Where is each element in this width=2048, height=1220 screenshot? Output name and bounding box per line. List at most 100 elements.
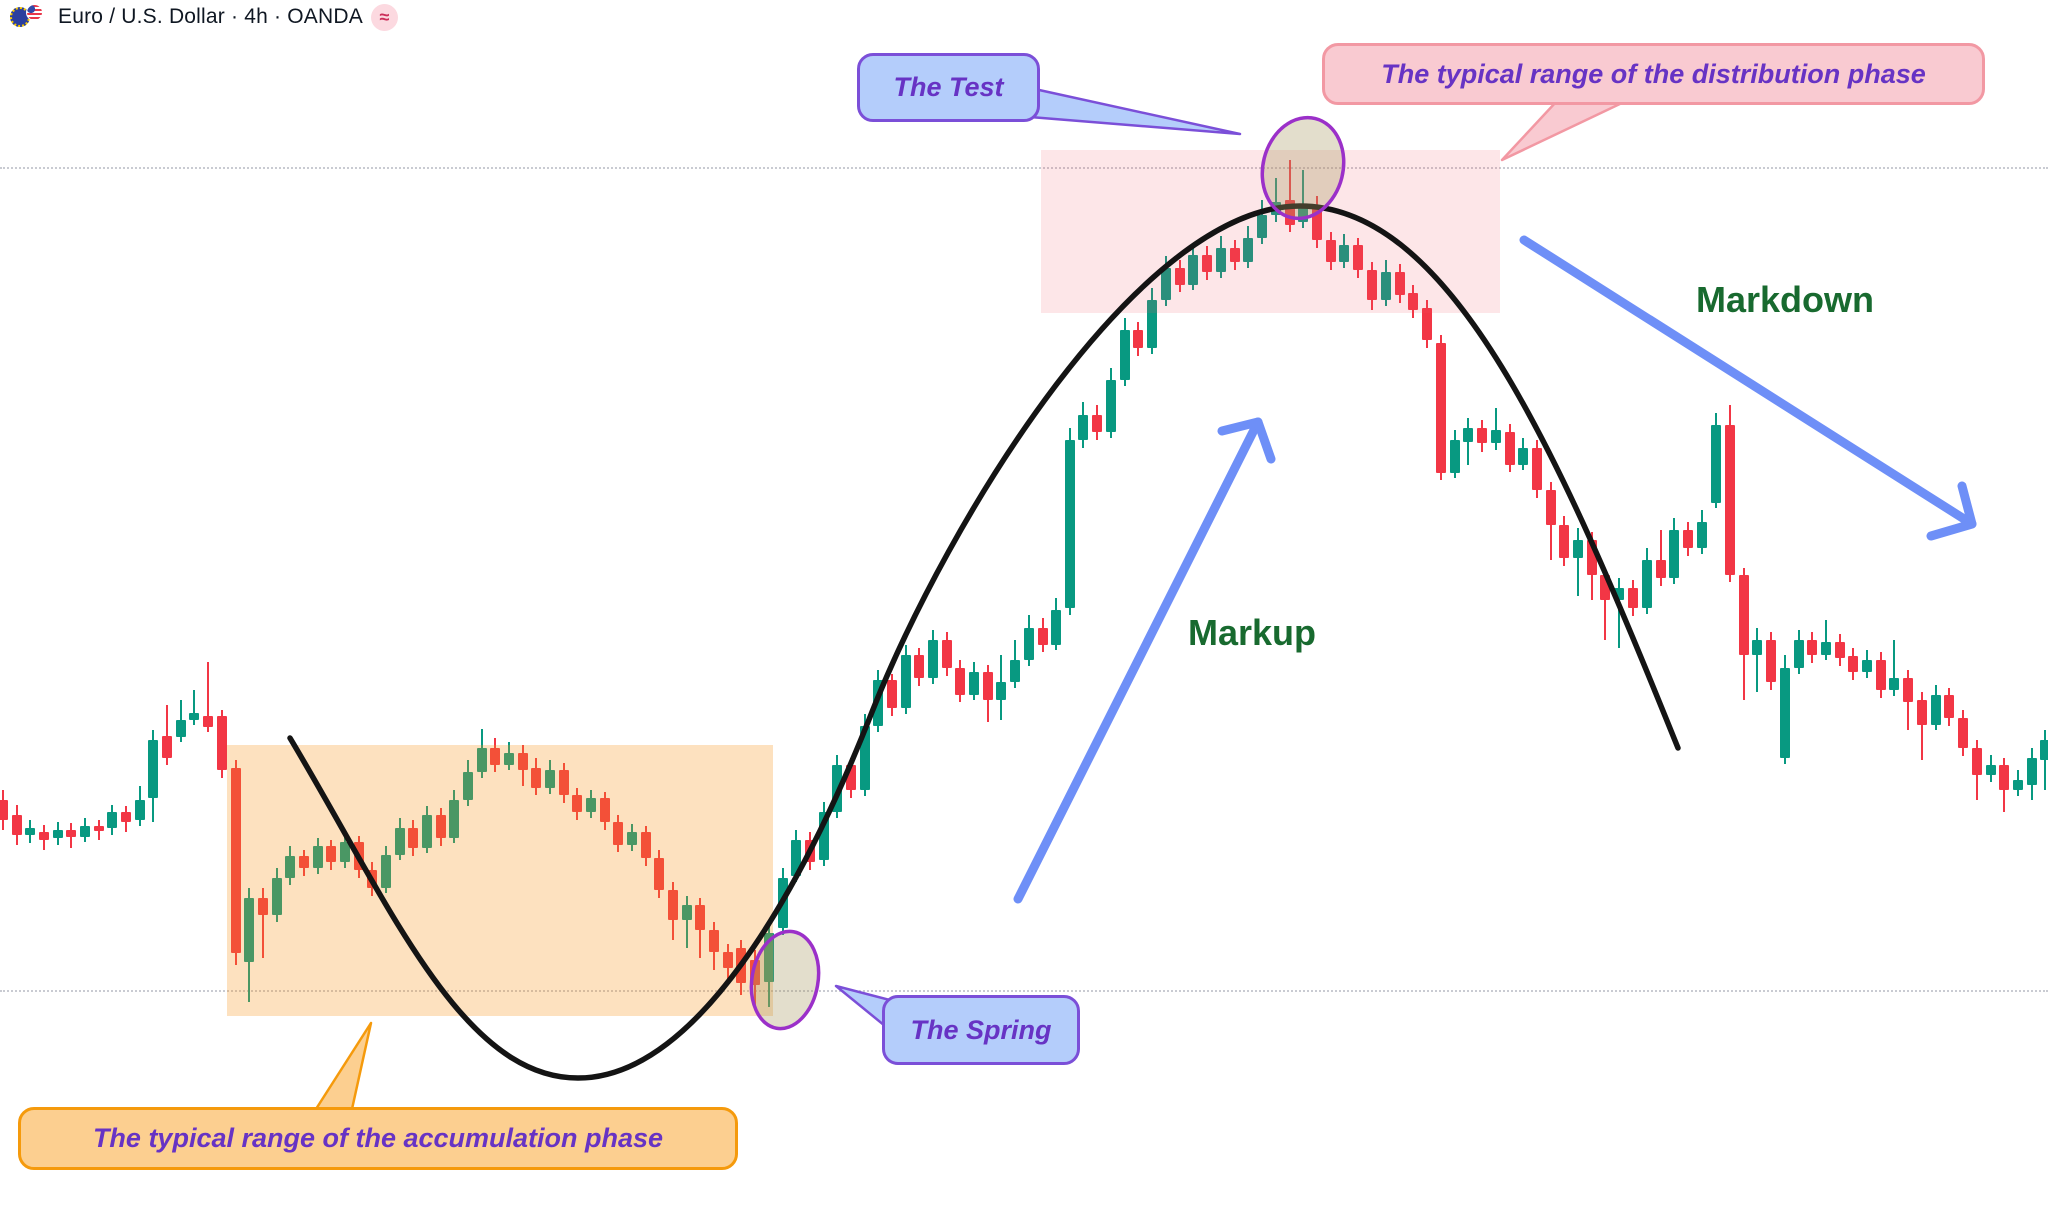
spring-ellipse[interactable] xyxy=(744,926,826,1034)
test-callout[interactable]: The Test xyxy=(857,53,1040,122)
candle-body xyxy=(996,682,1006,700)
candle-body xyxy=(1216,248,1226,272)
candle-body xyxy=(463,772,473,800)
candle-wick xyxy=(1289,160,1291,232)
candle-body xyxy=(1587,540,1597,575)
candle-body xyxy=(1889,678,1899,690)
candle-body xyxy=(695,905,705,930)
candle-body xyxy=(217,716,227,770)
candle-body xyxy=(1697,522,1707,548)
candle-body xyxy=(326,846,336,862)
candle-body xyxy=(969,672,979,695)
candle-body xyxy=(1999,765,2009,790)
price-gridline xyxy=(0,990,2048,992)
candle-body xyxy=(723,952,733,968)
candle-body xyxy=(1147,300,1157,348)
candle-body xyxy=(395,828,405,855)
candle-body xyxy=(408,828,418,848)
candle-body xyxy=(107,812,117,828)
markup-label[interactable]: Markup xyxy=(1188,612,1317,653)
distribution-range[interactable] xyxy=(1041,150,1500,313)
distribution-callout[interactable]: The typical range of the distribution ph… xyxy=(1322,43,1985,105)
candle-wick xyxy=(1604,568,1606,640)
candle-body xyxy=(545,770,555,788)
candle-body xyxy=(887,680,897,708)
candle-wick xyxy=(1921,692,1923,760)
candle-body xyxy=(1010,660,1020,682)
usd-flag-icon xyxy=(26,4,43,21)
candle-body xyxy=(25,828,35,835)
candle-body xyxy=(586,798,596,812)
candle-body xyxy=(39,832,49,840)
candle-body xyxy=(682,905,692,920)
candle-wick xyxy=(1577,528,1579,596)
candle-body xyxy=(1903,678,1913,702)
candle-body xyxy=(1505,432,1515,465)
candle-body xyxy=(1463,428,1473,442)
candle-wick xyxy=(686,896,688,948)
candle-body xyxy=(203,716,213,727)
candle-body xyxy=(1876,660,1886,690)
accumulation-callout[interactable]: The typical range of the accumulation ph… xyxy=(18,1107,738,1170)
market-cycle-curve[interactable] xyxy=(287,203,1681,1081)
candle-body xyxy=(654,858,664,890)
candle-body xyxy=(928,640,938,678)
candle-body xyxy=(1161,268,1171,300)
candle-body xyxy=(477,748,487,772)
spring-callout[interactable]: The Spring xyxy=(882,995,1080,1065)
candle-body xyxy=(1477,428,1487,443)
candle-body xyxy=(272,878,282,915)
test-ellipse[interactable] xyxy=(1252,109,1354,227)
candle-wick xyxy=(193,690,195,725)
candle-body xyxy=(1600,575,1610,600)
candle-body xyxy=(1972,748,1982,775)
candle-body xyxy=(1326,240,1336,262)
candle-body xyxy=(148,740,158,798)
candle-body xyxy=(955,668,965,695)
markdown-label[interactable]: Markdown xyxy=(1696,279,1875,320)
candle-body xyxy=(572,795,582,812)
candle-body xyxy=(1450,440,1460,473)
candle-body xyxy=(135,800,145,820)
candle-body xyxy=(764,933,774,982)
candle-body xyxy=(176,720,186,737)
candle-body xyxy=(942,640,952,668)
candle-body xyxy=(901,655,911,708)
market-status-badge[interactable]: ≈ xyxy=(370,3,398,31)
candle-body xyxy=(1065,440,1075,608)
candle-body xyxy=(1711,425,1721,503)
candle-body xyxy=(1408,293,1418,310)
candle-body xyxy=(1835,642,1845,658)
candle-body xyxy=(1642,560,1652,608)
candle-body xyxy=(641,832,651,858)
candle-body xyxy=(1051,610,1061,645)
candle-wick xyxy=(1302,170,1304,228)
candle-body xyxy=(189,713,199,720)
candle-body xyxy=(1436,343,1446,473)
arrow-head-icon xyxy=(1217,417,1276,464)
candle-body xyxy=(1848,656,1858,672)
candle-body xyxy=(1807,640,1817,655)
candle-body xyxy=(1614,588,1624,600)
candle-body xyxy=(1133,330,1143,348)
distribution-bubble-tail xyxy=(1500,100,1626,162)
candle-body xyxy=(0,800,8,820)
candle-body xyxy=(422,815,432,848)
candle-body xyxy=(1092,415,1102,432)
candle-body xyxy=(1257,215,1267,238)
candle-body xyxy=(1669,530,1679,578)
candle-body xyxy=(1491,430,1501,443)
price-gridline xyxy=(0,167,2048,169)
candle-body xyxy=(668,890,678,920)
candle-body xyxy=(1559,525,1569,558)
candle-body xyxy=(381,855,391,888)
candle-body xyxy=(1518,448,1528,465)
candle-wick xyxy=(1893,640,1895,696)
markdown-arrow[interactable] xyxy=(1519,235,1977,541)
markup-arrow[interactable] xyxy=(1013,417,1276,904)
candle-body xyxy=(1312,205,1322,240)
symbol-title[interactable]: Euro / U.S. Dollar · 4h · OANDA xyxy=(58,5,363,28)
candle-body xyxy=(1202,255,1212,272)
